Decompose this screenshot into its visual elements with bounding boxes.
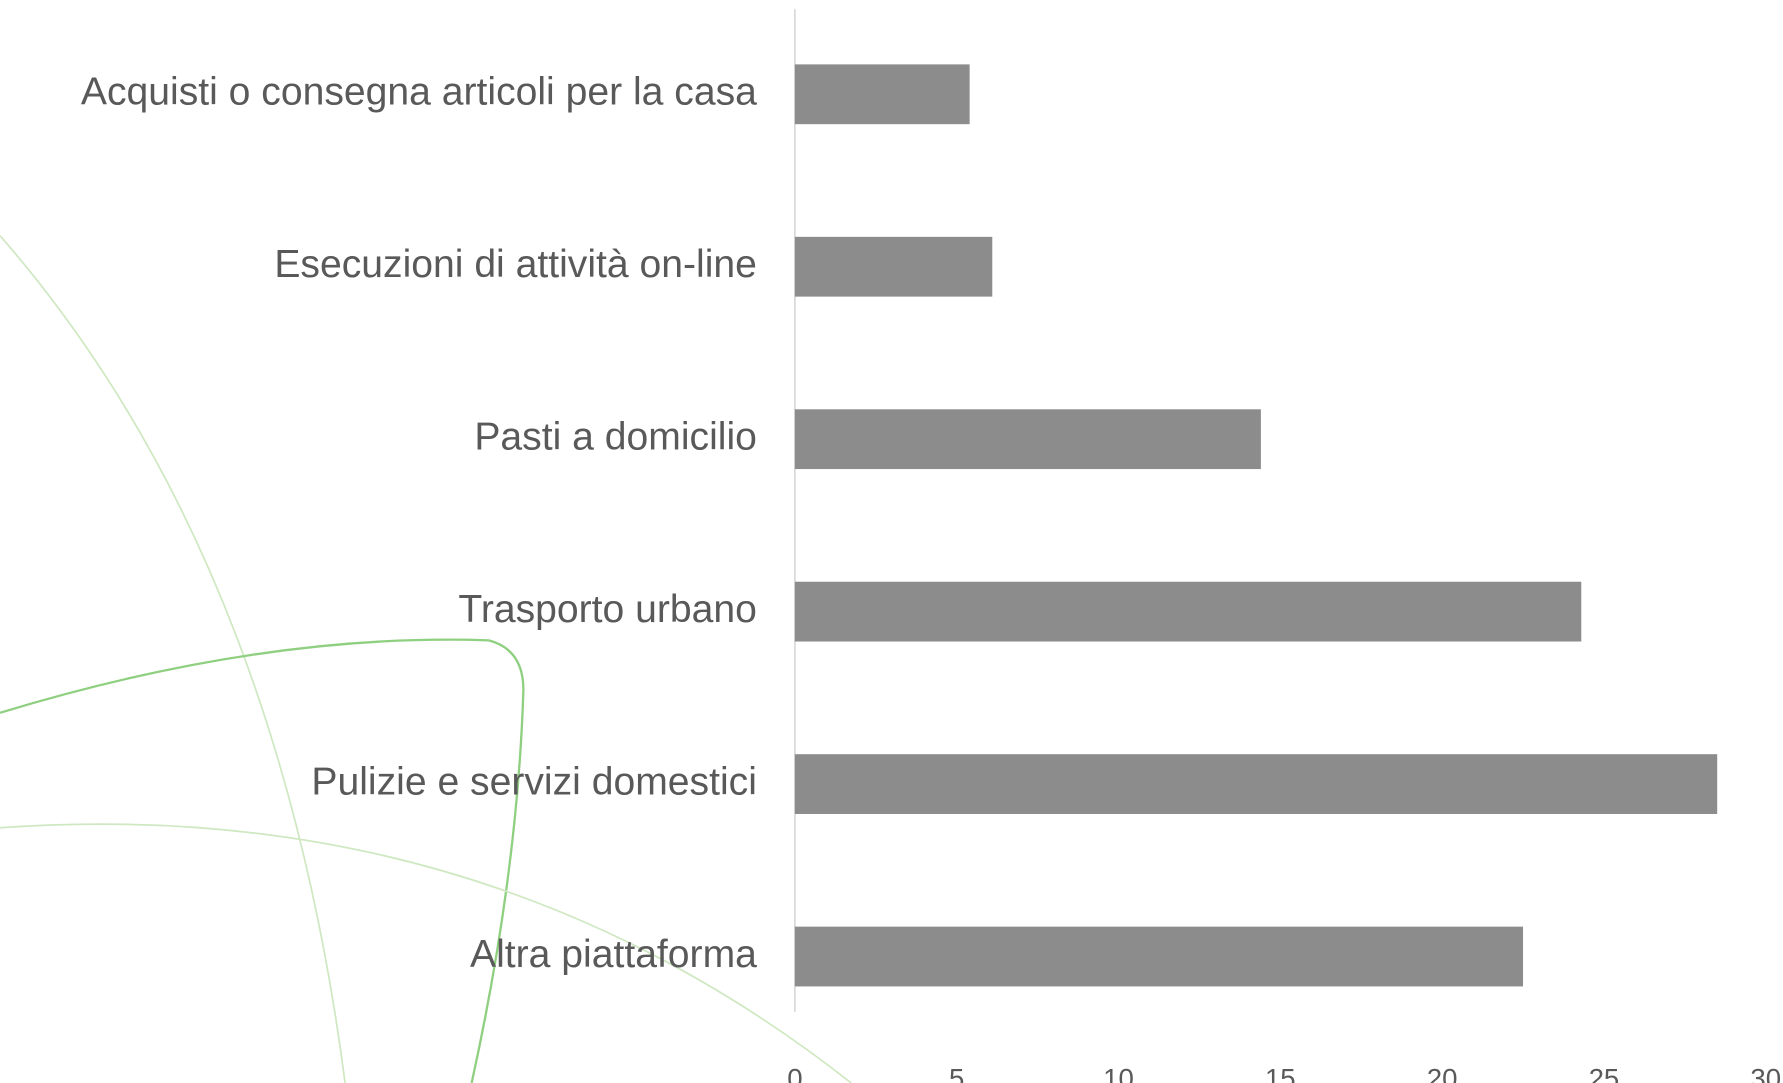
y-tick-label: Trasporto urbano — [458, 588, 757, 631]
bar — [795, 237, 992, 297]
x-tick-label: 15 — [1265, 1063, 1296, 1083]
y-tick-label: Altra piattaforma — [470, 933, 757, 976]
x-tick-label: 5 — [949, 1063, 964, 1083]
x-tick-label: 25 — [1589, 1063, 1620, 1083]
x-tick-label: 20 — [1427, 1063, 1458, 1083]
x-tick-label: 10 — [1103, 1063, 1134, 1083]
bar — [795, 927, 1523, 987]
bar — [795, 409, 1261, 469]
y-tick-label: Esecuzioni di attività on-line — [274, 243, 757, 286]
bar — [795, 582, 1581, 642]
x-tick-label: 30 — [1750, 1063, 1781, 1083]
y-tick-label: Acquisti o consegna articoli per la casa — [81, 71, 757, 114]
bar — [795, 754, 1717, 814]
y-tick-label: Pasti a domicilio — [474, 416, 757, 459]
x-tick-label: 0 — [787, 1063, 802, 1083]
y-tick-label: Pulizie e servizi domestici — [311, 760, 757, 803]
chart: 0 5 10 15 20 25 30 Acquisti o consegna articoli… — [0, 0, 1783, 1083]
bar — [795, 64, 970, 124]
